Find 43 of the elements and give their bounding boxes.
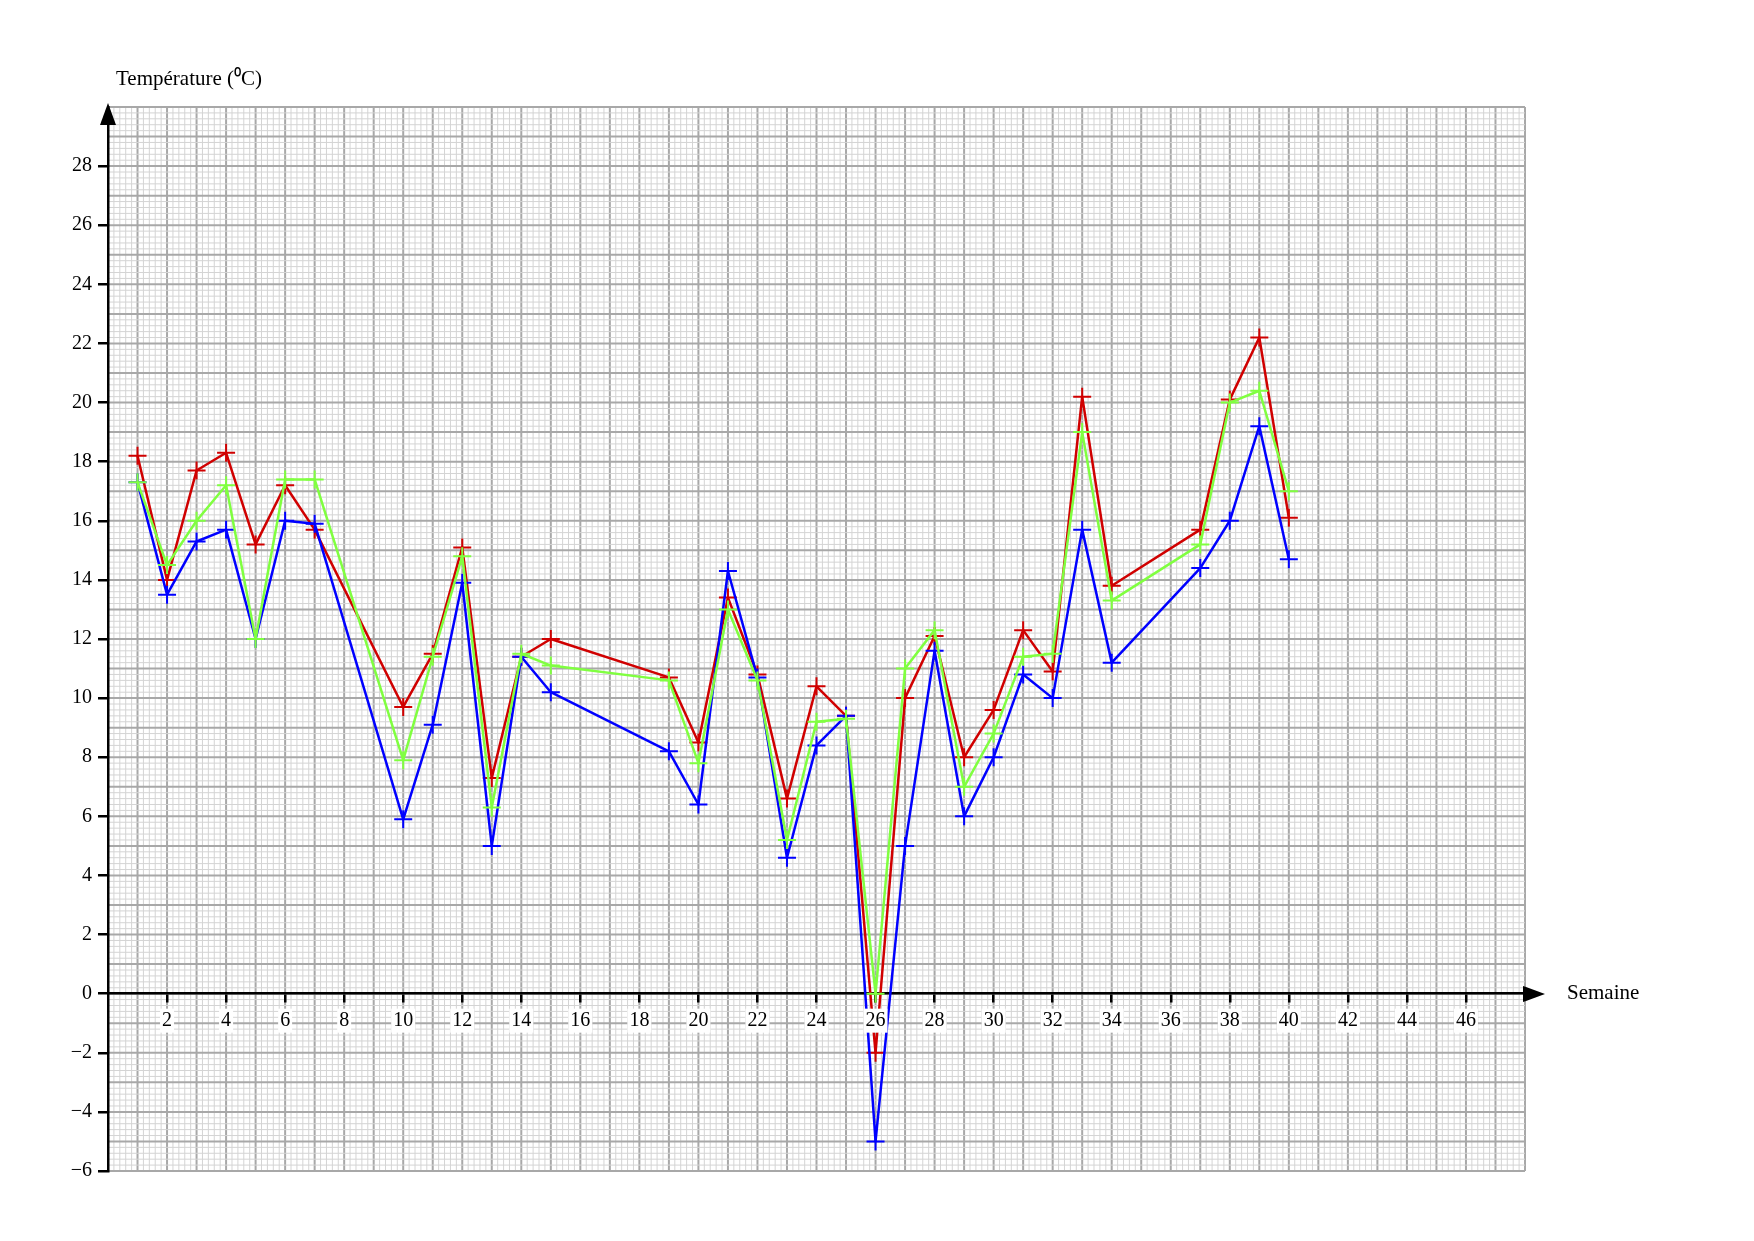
- x-tick-label: 30: [983, 1007, 1004, 1030]
- x-tick-label: 10: [393, 1007, 414, 1030]
- y-tick-label: 0: [82, 980, 92, 1003]
- y-tick-label: 18: [72, 448, 92, 471]
- x-tick-label: 40: [1278, 1007, 1299, 1030]
- x-tick-label: 44: [1396, 1007, 1417, 1030]
- x-tick-label: 42: [1337, 1007, 1358, 1030]
- y-tick-label: 4: [82, 862, 92, 885]
- y-tick-label: 14: [72, 567, 92, 590]
- y-tick-label: 6: [82, 803, 92, 826]
- y-tick-label: 16: [72, 508, 92, 531]
- y-tick-label: 10: [72, 685, 92, 708]
- x-tick-label: 12: [452, 1007, 473, 1030]
- x-tick-label: 2: [162, 1007, 173, 1030]
- y-axis-title: Température (⁰C): [116, 66, 263, 90]
- x-tick-label: 22: [747, 1007, 768, 1030]
- x-tick-label: 6: [280, 1007, 291, 1030]
- x-tick-label: 14: [511, 1007, 532, 1030]
- y-tick-label: −2: [70, 1040, 92, 1063]
- x-tick-label: 8: [339, 1007, 350, 1030]
- y-tick-label: 28: [72, 153, 92, 176]
- x-tick-label: 16: [570, 1007, 591, 1030]
- x-tick-label: 20: [688, 1007, 709, 1030]
- y-tick-label: 22: [72, 330, 92, 353]
- x-axis-title: Semaine: [1567, 980, 1640, 1005]
- x-tick-label: 18: [629, 1007, 650, 1030]
- x-tick-label: 26: [865, 1007, 886, 1030]
- y-tick-label: −6: [70, 1158, 92, 1181]
- x-tick-label: 24: [806, 1007, 827, 1030]
- x-tick-label: 4: [221, 1007, 232, 1030]
- x-tick-label: 46: [1455, 1007, 1476, 1030]
- x-tick-label: 32: [1042, 1007, 1063, 1030]
- y-tick-label: −4: [70, 1099, 92, 1122]
- y-tick-label: 2: [82, 921, 92, 944]
- y-tick-label: 24: [72, 271, 92, 294]
- y-tick-label: 20: [72, 389, 92, 412]
- x-tick-label: 38: [1219, 1007, 1240, 1030]
- x-tick-label: 36: [1160, 1007, 1181, 1030]
- y-tick-label: 12: [72, 626, 92, 649]
- x-tick-label: 28: [924, 1007, 945, 1030]
- y-tick-label: 26: [72, 212, 92, 235]
- x-tick-label: 34: [1101, 1007, 1122, 1030]
- y-tick-label: 8: [82, 744, 92, 767]
